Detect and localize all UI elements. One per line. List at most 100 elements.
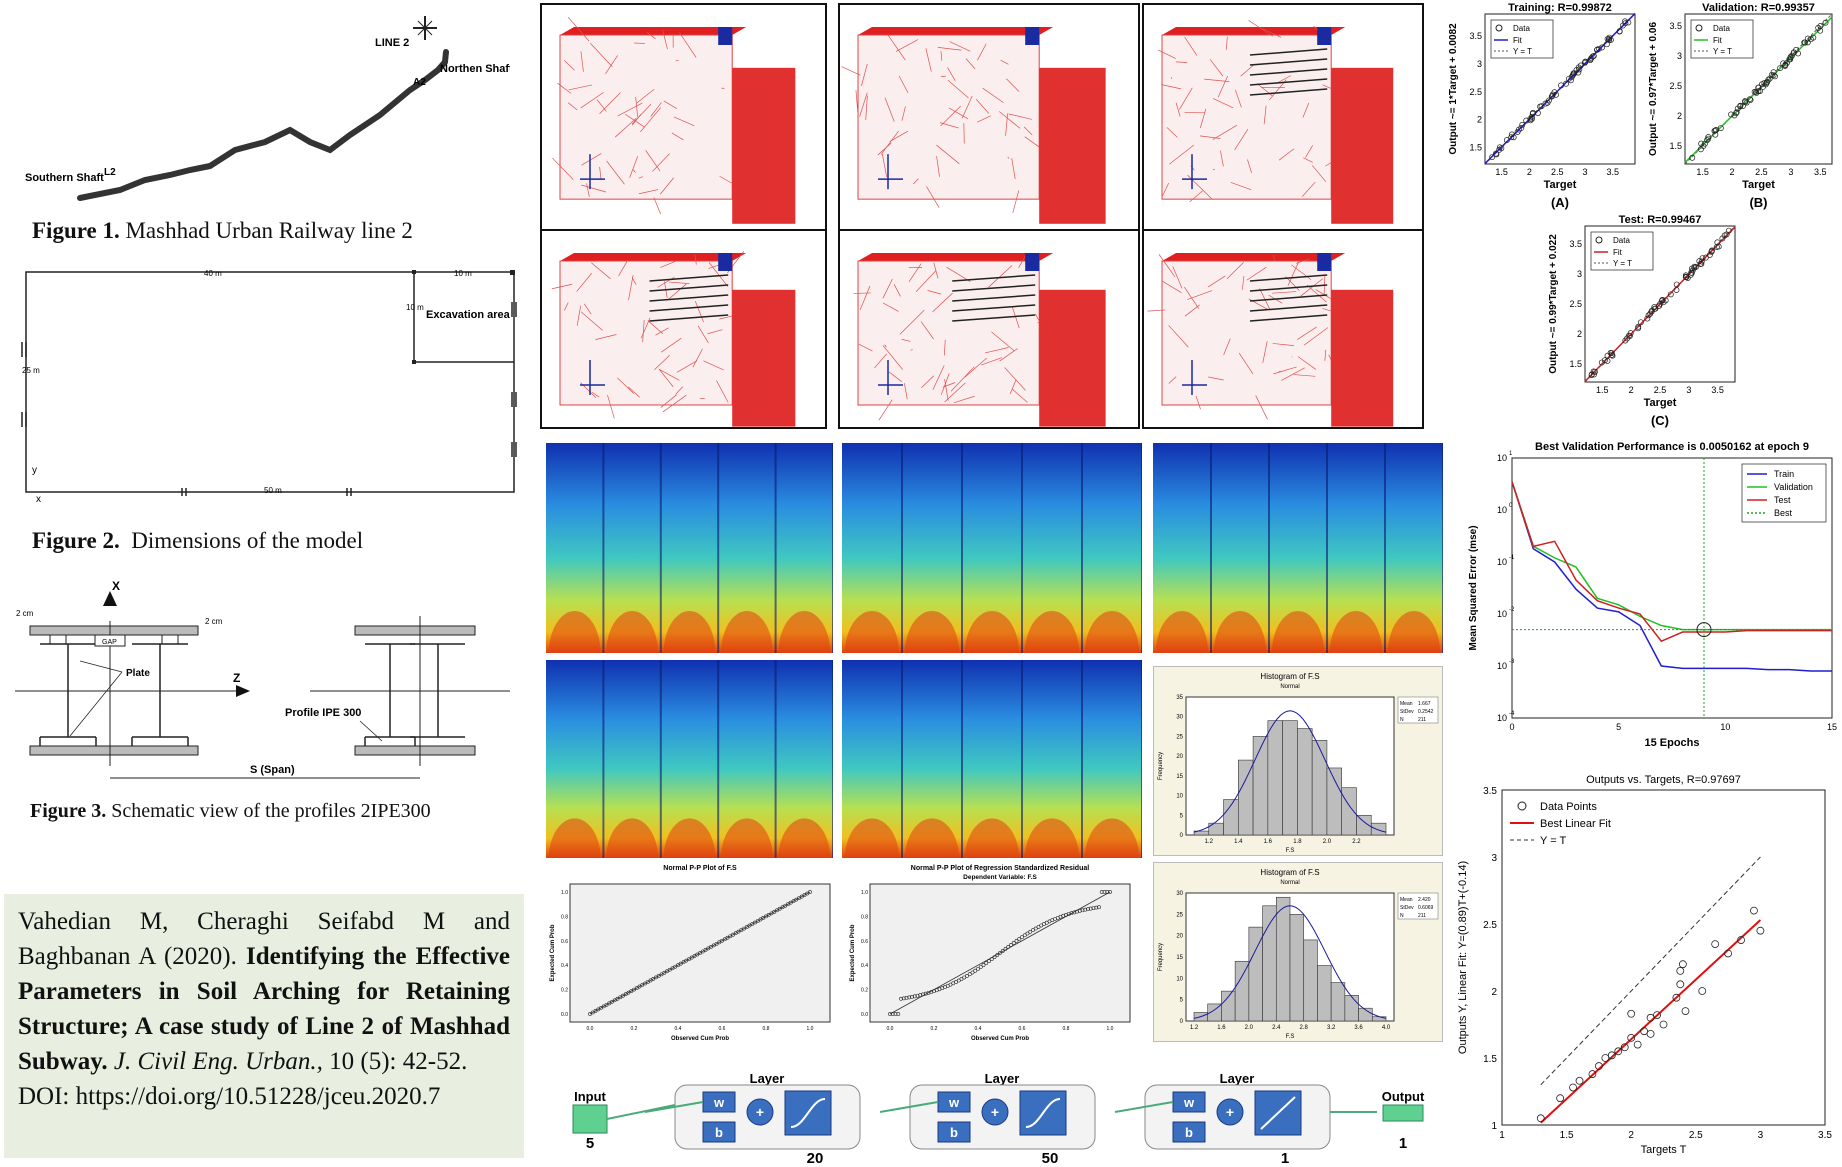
mesh-edge [1166,127,1178,138]
x-tick-label: 1 [1499,1130,1505,1141]
pp-point [981,963,986,967]
x-tick-label: 15 [1827,722,1837,732]
mesh-edge [1009,379,1017,395]
pp-point [612,998,617,1003]
mesh-edge [697,325,709,344]
y-tick-label: 1.5 [1483,1054,1497,1065]
pp-point [681,960,686,965]
label-plate: Plate [126,668,150,679]
pp-point [665,969,669,974]
pp-point [711,943,716,948]
data-point [1575,64,1582,71]
mesh-edge [632,169,636,173]
pp-point [654,975,658,980]
block-top [858,27,1054,35]
pp-point [1006,944,1011,949]
data-point [1795,50,1802,57]
mesh-edge [1005,113,1008,136]
mesh-edge [991,331,1015,352]
stats-box [1397,892,1439,920]
data-point [1594,46,1601,53]
pp-point [714,941,719,946]
mesh-edge [927,290,942,295]
data-point [1518,125,1525,131]
pp-point [912,994,917,999]
outputs-vs-targets-chart: Outputs vs. Targets, R=0.97697 1 1.5 2 2.5 3 3… [1457,774,1832,1156]
stats-box [1397,696,1439,724]
series-line-validation [1511,481,1832,631]
mesh-edge [925,48,932,72]
x-tick-label: 2.5 [1654,385,1667,395]
nn-weight-label: w [948,1095,960,1110]
data-point [1608,350,1615,357]
mesh-edge [1311,165,1327,182]
side-wall [732,289,796,427]
data-point [1627,1033,1636,1042]
y-tick-exponent: 1 [1509,451,1513,457]
pp-point [976,966,980,971]
pp-point [1011,940,1016,945]
anchor-line [952,304,1036,312]
x-tick-label: 2.0 [1245,1025,1254,1031]
mesh-edge [576,273,592,292]
mesh-edge [1007,156,1010,159]
data-point [1563,80,1569,87]
hist-title: Histogram of F.S [1260,868,1319,877]
hist-bar [1289,914,1305,1022]
fem-model-panel [540,229,827,429]
legend-label: Data [1613,236,1630,245]
data-point [1594,1062,1603,1070]
fem-mesh [551,251,796,427]
mesh-edge [1263,105,1267,125]
nn-layer-size: 50 [1042,1150,1059,1165]
x-tick-label: 1.6 [1264,839,1273,845]
mesh-edge [1011,158,1016,180]
mesh-edge [583,303,592,315]
hist-bar [1275,896,1291,1022]
y-tick-label: 0.6 [861,939,868,945]
data-point [1648,307,1655,314]
hist-bar [1341,787,1357,836]
pp-point [709,945,713,949]
pp-point [632,987,636,992]
x-tick-label: 1.5 [1495,167,1508,177]
x-tick-label: 2 [1730,167,1735,177]
mesh-edge [981,357,1003,366]
mesh-edge [634,42,646,44]
mesh-edge [679,32,697,58]
anchor-line [1249,274,1328,282]
mesh-edge [676,360,698,373]
contour-plot [546,660,834,898]
hist-bar [1262,905,1277,1022]
y-tick-label: 1.0 [561,890,568,896]
legend-marker [1495,24,1503,32]
block-face [1161,34,1332,200]
fem-mesh [1147,253,1394,427]
citation-doi[interactable]: DOI: https://doi.org/10.51228/jceu.2020.… [18,1083,441,1110]
mesh-edge [1297,326,1317,340]
pp-point [656,973,661,978]
y-tick-label: 2.5 [1669,81,1682,91]
y-tick-label: 2 [1577,329,1582,339]
mesh-edge [595,334,617,340]
data-point [1793,46,1800,53]
pp-point [797,896,801,901]
data-point [1728,111,1735,118]
pp-point [728,934,733,939]
y-tick-label: 3.5 [1569,239,1582,249]
mesh-edge [936,156,940,177]
mesh-edge [965,58,976,70]
y-tick-label: 3 [1491,853,1497,864]
mesh-edge [1207,275,1226,288]
figure-1-caption: Figure 1. Mashhad Urban Railway line 2 [32,218,413,243]
mesh-edge [1241,275,1245,290]
pp-point [623,992,628,997]
x-tick-label: 3.6 [1354,1025,1363,1031]
pp-point [965,973,969,978]
mesh-edge [1246,266,1267,281]
mesh-edge [590,42,613,67]
x-tick-label: 2.5 [1755,167,1768,177]
y-tick-exponent: -4 [1509,711,1515,717]
pp-point [648,978,653,983]
mesh-edge [1179,87,1193,110]
